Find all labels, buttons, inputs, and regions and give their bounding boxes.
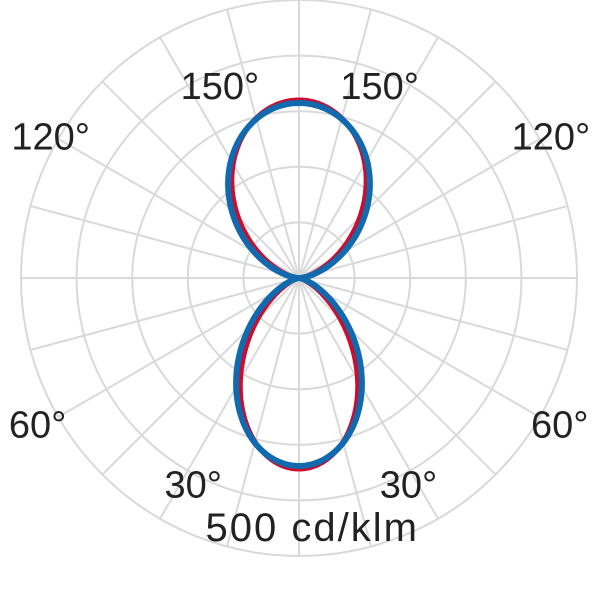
- svg-text:500 cd/klm: 500 cd/klm: [205, 506, 418, 550]
- svg-text:30°: 30°: [164, 464, 221, 506]
- svg-text:120°: 120°: [11, 117, 90, 159]
- svg-text:60°: 60°: [531, 405, 588, 447]
- svg-text:30°: 30°: [380, 464, 437, 506]
- svg-text:150°: 150°: [340, 66, 419, 108]
- svg-text:150°: 150°: [181, 66, 260, 108]
- svg-text:120°: 120°: [512, 117, 591, 159]
- svg-text:60°: 60°: [9, 405, 66, 447]
